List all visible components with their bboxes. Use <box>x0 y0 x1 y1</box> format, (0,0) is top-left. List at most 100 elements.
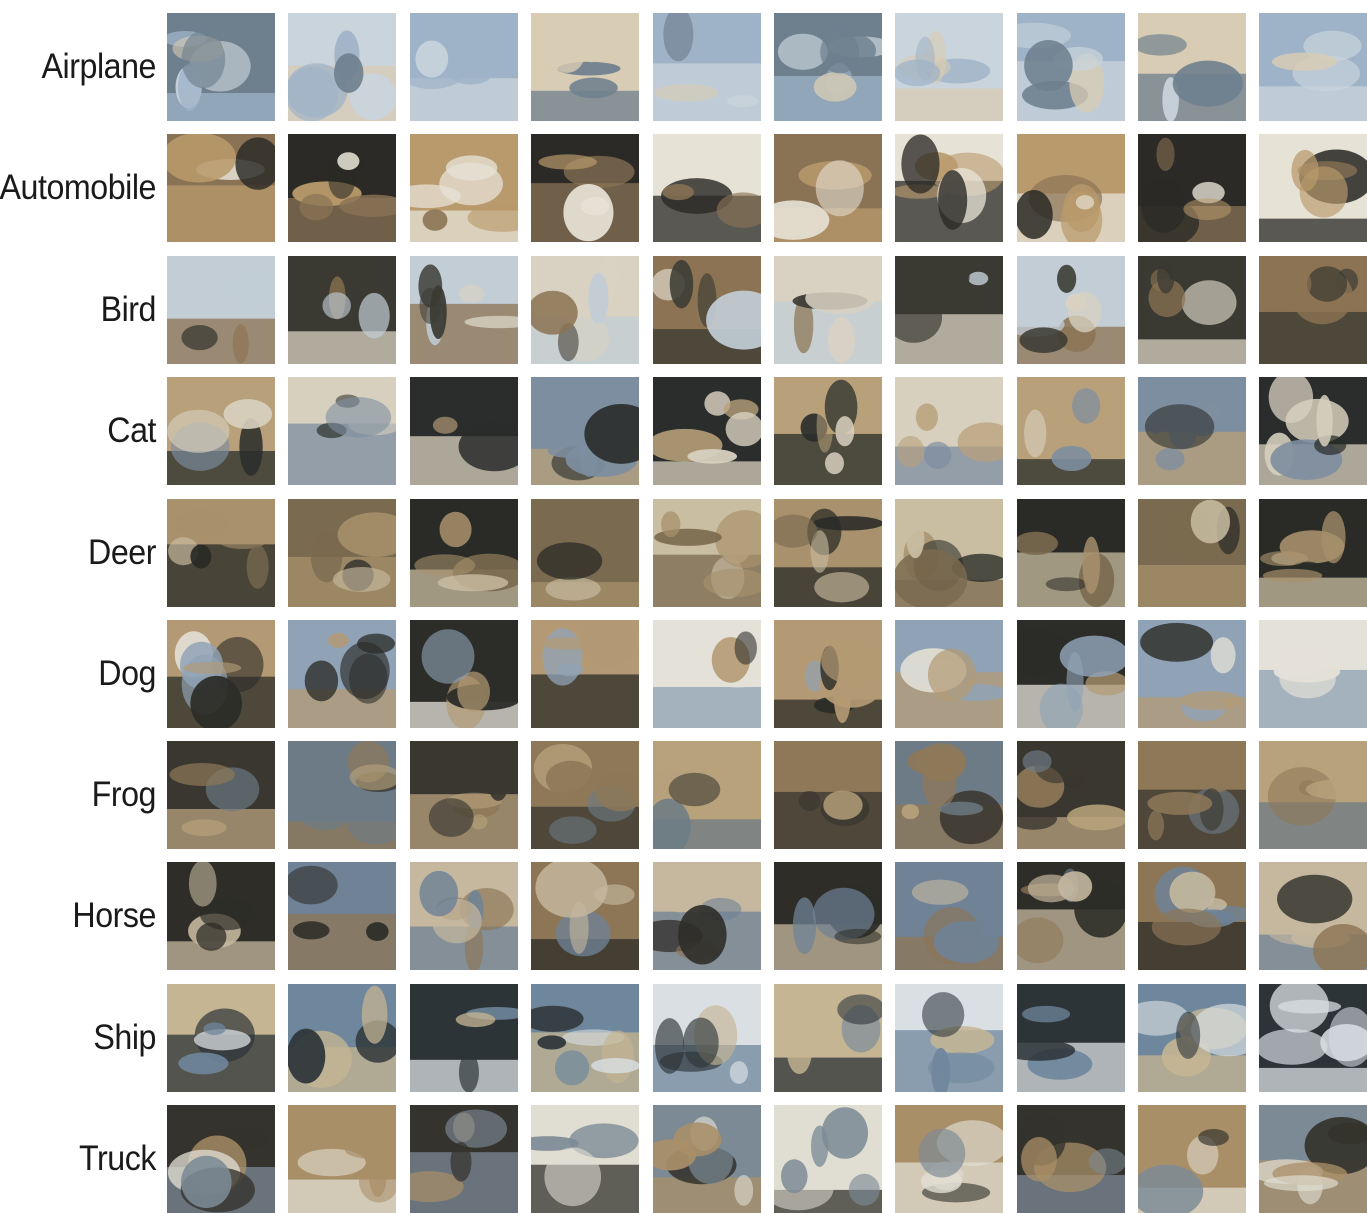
ship-image <box>167 984 275 1092</box>
airplane-image <box>167 13 275 121</box>
photo-thumbnail <box>1017 377 1125 485</box>
frog-image <box>653 741 761 849</box>
photo-thumbnail <box>531 862 639 970</box>
cat-image <box>774 377 882 485</box>
photo-thumbnail <box>895 741 1003 849</box>
photo-thumbnail <box>653 134 761 242</box>
photo-thumbnail <box>167 1105 275 1213</box>
row-label: Horse <box>72 896 156 935</box>
frog-image <box>1017 741 1125 849</box>
dog-image <box>410 620 518 728</box>
truck-image <box>774 1105 882 1213</box>
photo-thumbnail <box>774 741 882 849</box>
row-label: Automobile <box>0 168 156 207</box>
truck-image <box>410 1105 518 1213</box>
photo-thumbnail <box>167 499 275 607</box>
airplane-image <box>1017 13 1125 121</box>
dog-image <box>653 620 761 728</box>
cat-image <box>410 377 518 485</box>
dog-image <box>167 620 275 728</box>
photo-thumbnail <box>774 1105 882 1213</box>
row-dog: Dog <box>0 620 1367 728</box>
row-ship: Ship <box>0 984 1367 1092</box>
row-label: Cat <box>107 411 156 450</box>
dog-image <box>1017 620 1125 728</box>
photo-thumbnail <box>1138 256 1246 364</box>
airplane-image <box>531 13 639 121</box>
deer-image <box>895 499 1003 607</box>
automobile-image <box>288 134 396 242</box>
photo-thumbnail <box>288 1105 396 1213</box>
photo-thumbnail <box>1017 984 1125 1092</box>
photo-thumbnail <box>531 984 639 1092</box>
photo-thumbnail <box>1259 620 1367 728</box>
row-deer: Deer <box>0 499 1367 607</box>
photo-thumbnail <box>410 741 518 849</box>
bird-image <box>1138 256 1246 364</box>
photo-thumbnail <box>1017 620 1125 728</box>
photo-thumbnail <box>653 377 761 485</box>
photo-thumbnail <box>1017 741 1125 849</box>
ship-image <box>531 984 639 1092</box>
photo-thumbnail <box>1017 13 1125 121</box>
photo-thumbnail <box>288 620 396 728</box>
frog-image <box>1259 741 1367 849</box>
photo-thumbnail <box>167 134 275 242</box>
frog-image <box>1138 741 1246 849</box>
cat-image <box>288 377 396 485</box>
photo-thumbnail <box>653 862 761 970</box>
photo-thumbnail <box>531 620 639 728</box>
photo-thumbnail <box>410 862 518 970</box>
photo-thumbnail <box>1138 620 1246 728</box>
photo-thumbnail <box>895 13 1003 121</box>
photo-thumbnail <box>410 256 518 364</box>
deer-image <box>774 499 882 607</box>
photo-thumbnail <box>531 741 639 849</box>
photo-thumbnail <box>774 499 882 607</box>
ship-image <box>774 984 882 1092</box>
photo-thumbnail <box>774 256 882 364</box>
photo-thumbnail <box>1259 499 1367 607</box>
photo-thumbnail <box>774 620 882 728</box>
photo-thumbnail <box>653 256 761 364</box>
photo-thumbnail <box>653 741 761 849</box>
horse-image <box>410 862 518 970</box>
dog-image <box>895 620 1003 728</box>
photo-thumbnail <box>895 1105 1003 1213</box>
horse-image <box>288 862 396 970</box>
airplane-image <box>895 13 1003 121</box>
photo-thumbnail <box>1138 741 1246 849</box>
dog-image <box>531 620 639 728</box>
horse-image <box>1259 862 1367 970</box>
bird-image <box>1259 256 1367 364</box>
photo-thumbnail <box>288 741 396 849</box>
row-label: Deer <box>88 533 156 572</box>
row-cat: Cat <box>0 377 1367 485</box>
row-horse: Horse <box>0 862 1367 970</box>
photo-thumbnail <box>653 499 761 607</box>
automobile-image <box>774 134 882 242</box>
photo-thumbnail <box>1138 862 1246 970</box>
row-automobile: Automobile <box>0 134 1367 242</box>
horse-image <box>653 862 761 970</box>
photo-thumbnail <box>895 134 1003 242</box>
photo-thumbnail <box>410 1105 518 1213</box>
photo-thumbnail <box>410 499 518 607</box>
photo-thumbnail <box>167 862 275 970</box>
photo-thumbnail <box>895 862 1003 970</box>
airplane-image <box>1259 13 1367 121</box>
horse-image <box>1017 862 1125 970</box>
cat-image <box>895 377 1003 485</box>
photo-thumbnail <box>167 984 275 1092</box>
photo-thumbnail <box>895 620 1003 728</box>
airplane-image <box>1138 13 1246 121</box>
photo-thumbnail <box>167 620 275 728</box>
deer-image <box>653 499 761 607</box>
row-label: Ship <box>93 1018 156 1057</box>
photo-thumbnail <box>288 256 396 364</box>
photo-thumbnail <box>1138 134 1246 242</box>
row-frog: Frog <box>0 741 1367 849</box>
truck-image <box>895 1105 1003 1213</box>
row-truck: Truck <box>0 1105 1367 1213</box>
